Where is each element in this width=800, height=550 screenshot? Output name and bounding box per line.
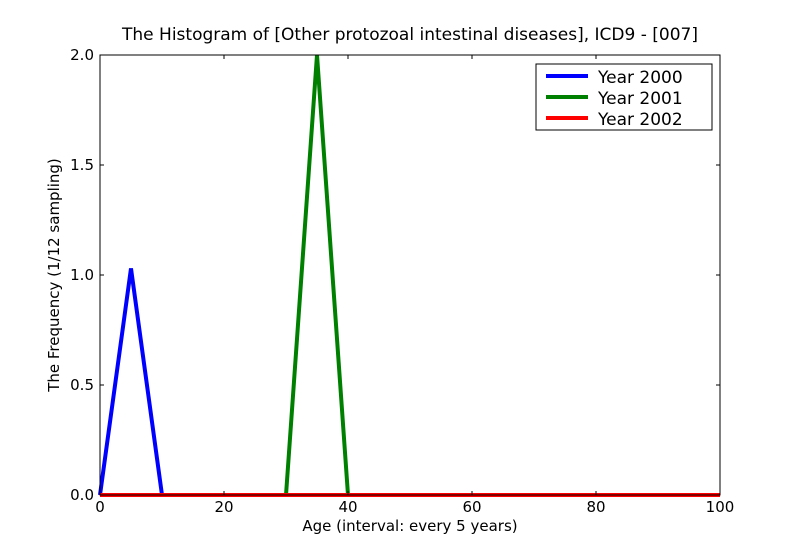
y-tick-label: 2.0 bbox=[70, 46, 94, 64]
x-tick-label: 80 bbox=[586, 498, 605, 516]
x-tick-label: 20 bbox=[214, 498, 233, 516]
x-tick-label: 100 bbox=[706, 498, 735, 516]
y-tick-label: 1.5 bbox=[70, 156, 94, 174]
chart-title: The Histogram of [Other protozoal intest… bbox=[121, 25, 698, 45]
x-tick-label: 0 bbox=[95, 498, 105, 516]
series-line-0 bbox=[98, 268, 720, 497]
legend-label-2: Year 2002 bbox=[597, 110, 683, 130]
y-tick-label: 1.0 bbox=[70, 266, 94, 284]
x-tick-label: 40 bbox=[338, 498, 357, 516]
y-axis-label: The Frequency (1/12 sampling) bbox=[45, 158, 63, 393]
x-axis-label: Age (interval: every 5 years) bbox=[302, 517, 517, 535]
legend-label-1: Year 2001 bbox=[597, 89, 683, 109]
ticks-layer: 0 20 40 60 80 100 0.0 0.5 1.0 1.5 2.0 bbox=[70, 46, 734, 516]
y-tick-label: 0.0 bbox=[70, 486, 94, 504]
y-tick-label: 0.5 bbox=[70, 376, 94, 394]
x-tick-label: 60 bbox=[462, 498, 481, 516]
legend-label-0: Year 2000 bbox=[597, 68, 683, 88]
